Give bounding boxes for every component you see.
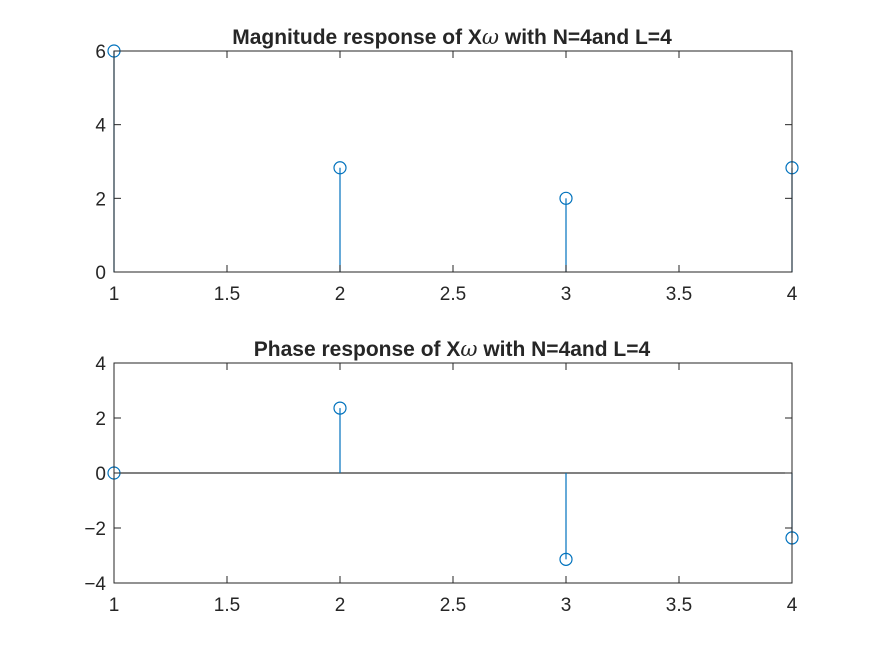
x-tick-label: 1: [109, 595, 120, 616]
stem-marker: [559, 191, 573, 205]
y-tick-label: 0: [95, 263, 106, 284]
y-tick-label: 2: [95, 409, 106, 430]
y-tick-label: −2: [84, 519, 106, 540]
x-tick-label: 1.5: [214, 284, 240, 305]
magnitude-plot: Magnitude response of Xω with N=4and L=4…: [95, 25, 799, 305]
tick-marks: [113, 50, 793, 273]
x-tick-label: 2: [335, 595, 346, 616]
y-tick-labels: 0 2 4 6: [95, 42, 106, 284]
chart-title: Phase response of Xω with N=4and L=4: [254, 337, 651, 361]
x-tick-label: 3: [561, 595, 572, 616]
y-tick-label: 4: [95, 354, 106, 375]
x-tick-label: 1.5: [214, 595, 240, 616]
stem-marker: [333, 401, 347, 415]
x-tick-label: 4: [787, 284, 798, 305]
x-tick-label: 1: [109, 284, 120, 305]
x-tick-label: 3.5: [666, 595, 692, 616]
y-tick-label: −4: [84, 574, 106, 595]
stem-marker: [559, 552, 573, 566]
y-tick-label: 0: [95, 464, 106, 485]
x-tick-label: 4: [787, 595, 798, 616]
y-tick-labels: −4 −2 0 2 4: [84, 354, 106, 595]
stem-marker: [333, 161, 347, 175]
x-tick-label: 2: [335, 284, 346, 305]
y-tick-label: 6: [95, 42, 106, 63]
x-tick-label: 3.5: [666, 284, 692, 305]
x-tick-labels: 1 1.5 2 2.5 3 3.5 4: [109, 595, 798, 616]
y-tick-label: 2: [95, 189, 106, 210]
tick-marks: [113, 362, 793, 584]
x-tick-label: 3: [561, 284, 572, 305]
phase-plot: Phase response of Xω with N=4and L=4 1 1.…: [84, 337, 799, 616]
x-tick-labels: 1 1.5 2 2.5 3 3.5 4: [109, 284, 798, 305]
chart-title: Magnitude response of Xω with N=4and L=4: [232, 25, 672, 49]
x-tick-label: 2.5: [440, 595, 466, 616]
x-tick-label: 2.5: [440, 284, 466, 305]
y-tick-label: 4: [95, 116, 106, 137]
